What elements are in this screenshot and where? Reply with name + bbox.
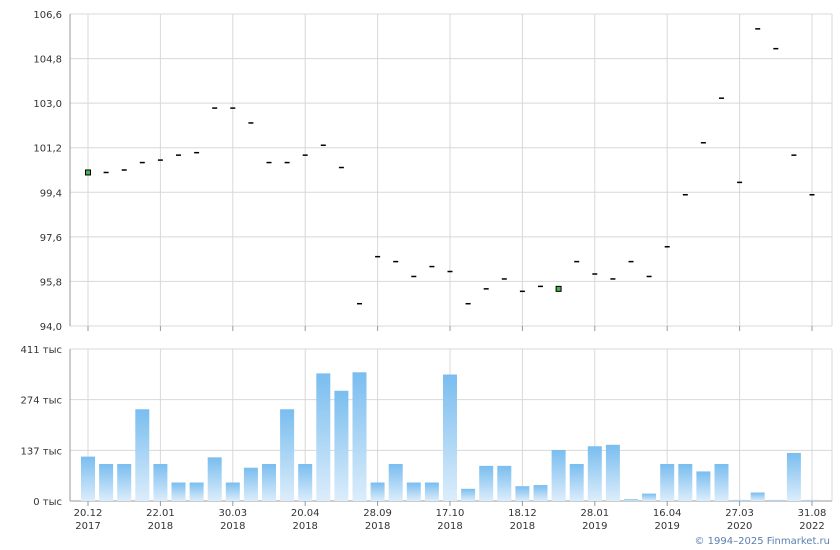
x-tick-date-label: 28.09 (363, 508, 392, 519)
x-tick-date-label: 30.03 (218, 508, 247, 519)
price-y-tick-label: 94,0 (40, 322, 62, 333)
x-tick-date-label: 17.10 (436, 508, 465, 519)
volume-bar (443, 374, 457, 501)
volume-bar (171, 482, 186, 501)
x-tick-date-label: 27.03 (725, 508, 754, 519)
x-tick-date-label: 16.04 (653, 508, 682, 519)
volume-bar (153, 464, 168, 501)
x-tick-date-label: 20.12 (74, 508, 103, 519)
volume-bar (334, 390, 349, 501)
volume-y-tick-label: 411 тыс (21, 345, 62, 356)
volume-bar (786, 452, 801, 501)
volume-bar (533, 485, 548, 501)
volume-bar (768, 499, 783, 501)
x-tick-year-label: 2018 (365, 521, 390, 532)
x-tick-date-label: 20.04 (291, 508, 320, 519)
price-y-tick-label: 106,6 (33, 10, 62, 21)
copyright-text: © 1994–2025 Finmarket.ru (694, 536, 830, 547)
x-tick-year-label: 2022 (799, 521, 824, 532)
volume-bar (587, 446, 602, 501)
x-tick-year-label: 2018 (148, 521, 173, 532)
volume-bar (678, 464, 693, 501)
volume-bar (352, 372, 367, 501)
volume-bar (624, 499, 638, 501)
x-tick-year-label: 2018 (220, 521, 245, 532)
price-points (85, 28, 815, 305)
x-tick-date-label: 28.01 (580, 508, 609, 519)
volume-bar (388, 464, 403, 501)
volume-bar (189, 482, 204, 501)
price-y-axis: 94,0 95,8 97,6 99,4 101,2 103,0 104,8 106,6 (33, 10, 71, 333)
volume-bar (605, 444, 620, 501)
price-y-tick-label: 104,8 (33, 55, 62, 66)
price-point-highlighted (85, 169, 91, 176)
x-tick-year-label: 2019 (582, 521, 607, 532)
volume-bar (642, 493, 657, 501)
price-point-highlighted (555, 285, 562, 292)
volume-bar (479, 465, 494, 501)
volume-y-tick-label: 274 тыс (21, 396, 62, 407)
volume-bar (732, 499, 747, 501)
volume-bar (551, 449, 566, 501)
volume-bar (515, 486, 530, 501)
volume-bar (696, 471, 711, 501)
x-tick-year-label: 2018 (510, 521, 535, 532)
price-y-tick-label: 103,0 (33, 99, 62, 110)
price-y-tick-label: 95,8 (40, 277, 62, 288)
volume-bar (81, 456, 95, 501)
x-tick-year-label: 2020 (727, 521, 752, 532)
volume-bar (207, 457, 222, 501)
volume-bar (424, 482, 439, 501)
volume-bar (660, 464, 675, 501)
price-y-tick-label: 97,6 (40, 233, 62, 244)
volume-bar (497, 465, 512, 501)
volume-bars (81, 372, 819, 501)
volume-bar (316, 373, 331, 501)
x-axis: 20.12 2017 22.01 2018 30.03 2018 20.04 2018 28.0… (74, 326, 827, 532)
volume-bar (805, 499, 819, 501)
volume-bar (243, 467, 258, 501)
x-tick-year-label: 2018 (437, 521, 462, 532)
volume-bar (99, 464, 114, 501)
volume-bar (461, 488, 476, 501)
x-tick-year-label: 2019 (654, 521, 679, 532)
volume-bar (406, 482, 421, 501)
x-tick-year-label: 2017 (75, 521, 100, 532)
x-tick-date-label: 18.12 (508, 508, 537, 519)
volume-y-tick-label: 137 тыс (21, 446, 62, 457)
volume-bar (262, 464, 276, 501)
volume-bar (569, 464, 584, 501)
x-tick-date-label: 31.08 (798, 508, 827, 519)
volume-bar (280, 409, 295, 501)
price-grid (70, 13, 833, 327)
price-y-tick-label: 101,2 (33, 144, 62, 155)
volume-bar (117, 464, 132, 501)
x-tick-year-label: 2018 (292, 521, 317, 532)
volume-bar (370, 482, 385, 501)
price-y-tick-label: 99,4 (40, 188, 62, 199)
volume-y-tick-label: 0 тыс (33, 497, 62, 508)
volume-bar (298, 464, 313, 501)
volume-y-axis: 0 тыс 137 тыс 274 тыс 411 тыс (21, 345, 71, 508)
volume-bar (225, 482, 240, 501)
volume-bar (714, 464, 729, 501)
volume-bar (750, 492, 765, 501)
volume-bar (135, 409, 150, 501)
x-tick-date-label: 22.01 (146, 508, 175, 519)
